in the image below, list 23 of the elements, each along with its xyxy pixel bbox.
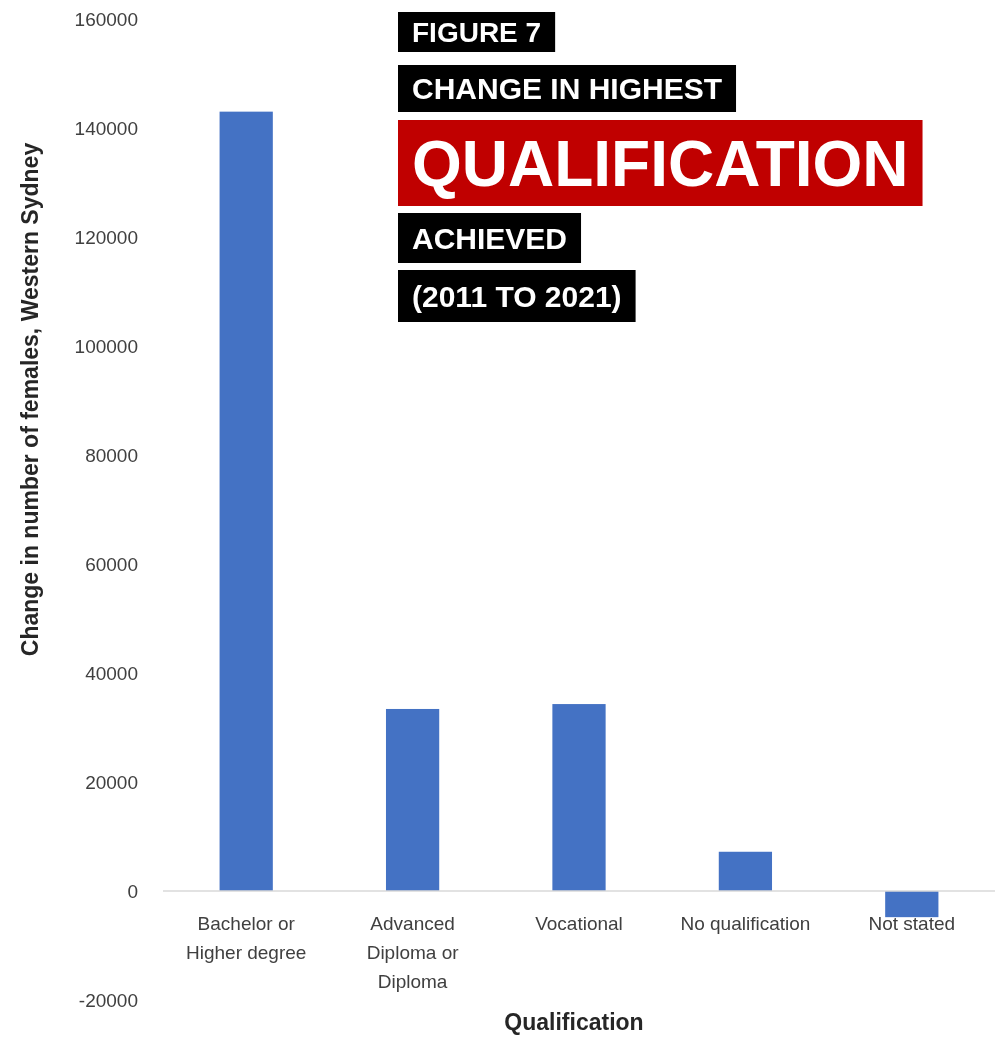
bar xyxy=(718,851,773,891)
y-tick-label: 80000 xyxy=(85,444,138,466)
bar xyxy=(385,708,440,891)
bar xyxy=(885,891,939,918)
bar xyxy=(552,704,606,891)
x-tick-label: Bachelor or Higher degree xyxy=(185,913,307,963)
y-tick-label: 120000 xyxy=(74,226,138,248)
x-tick-label: Not stated xyxy=(868,913,956,934)
text: FIGURE 7 CHANGE IN HIGHEST QUALIFICATION ACHIEVED (2011 TO 2021) xyxy=(412,17,909,313)
x-tick-label: Vocational xyxy=(535,913,623,934)
y-tick-label: 100000 xyxy=(74,335,138,357)
y-tick-label: 20000 xyxy=(85,771,138,793)
y-tick-label: 60000 xyxy=(85,553,138,575)
x-axis-title: Qualification xyxy=(504,1009,644,1035)
y-tick-label: 40000 xyxy=(85,662,138,684)
y-tick-label: 0 xyxy=(127,880,138,902)
y-tick-label: 160000 xyxy=(74,8,138,30)
x-tick-label: No qualification xyxy=(680,913,811,934)
bar xyxy=(219,111,273,891)
x-tick-label: Advanced Diploma or Diploma xyxy=(366,913,460,992)
y-tick-label: -20000 xyxy=(78,989,138,1011)
y-tick-label: 140000 xyxy=(74,117,138,139)
y-axis-title: Change in number of females, Western Sydney xyxy=(17,142,43,657)
